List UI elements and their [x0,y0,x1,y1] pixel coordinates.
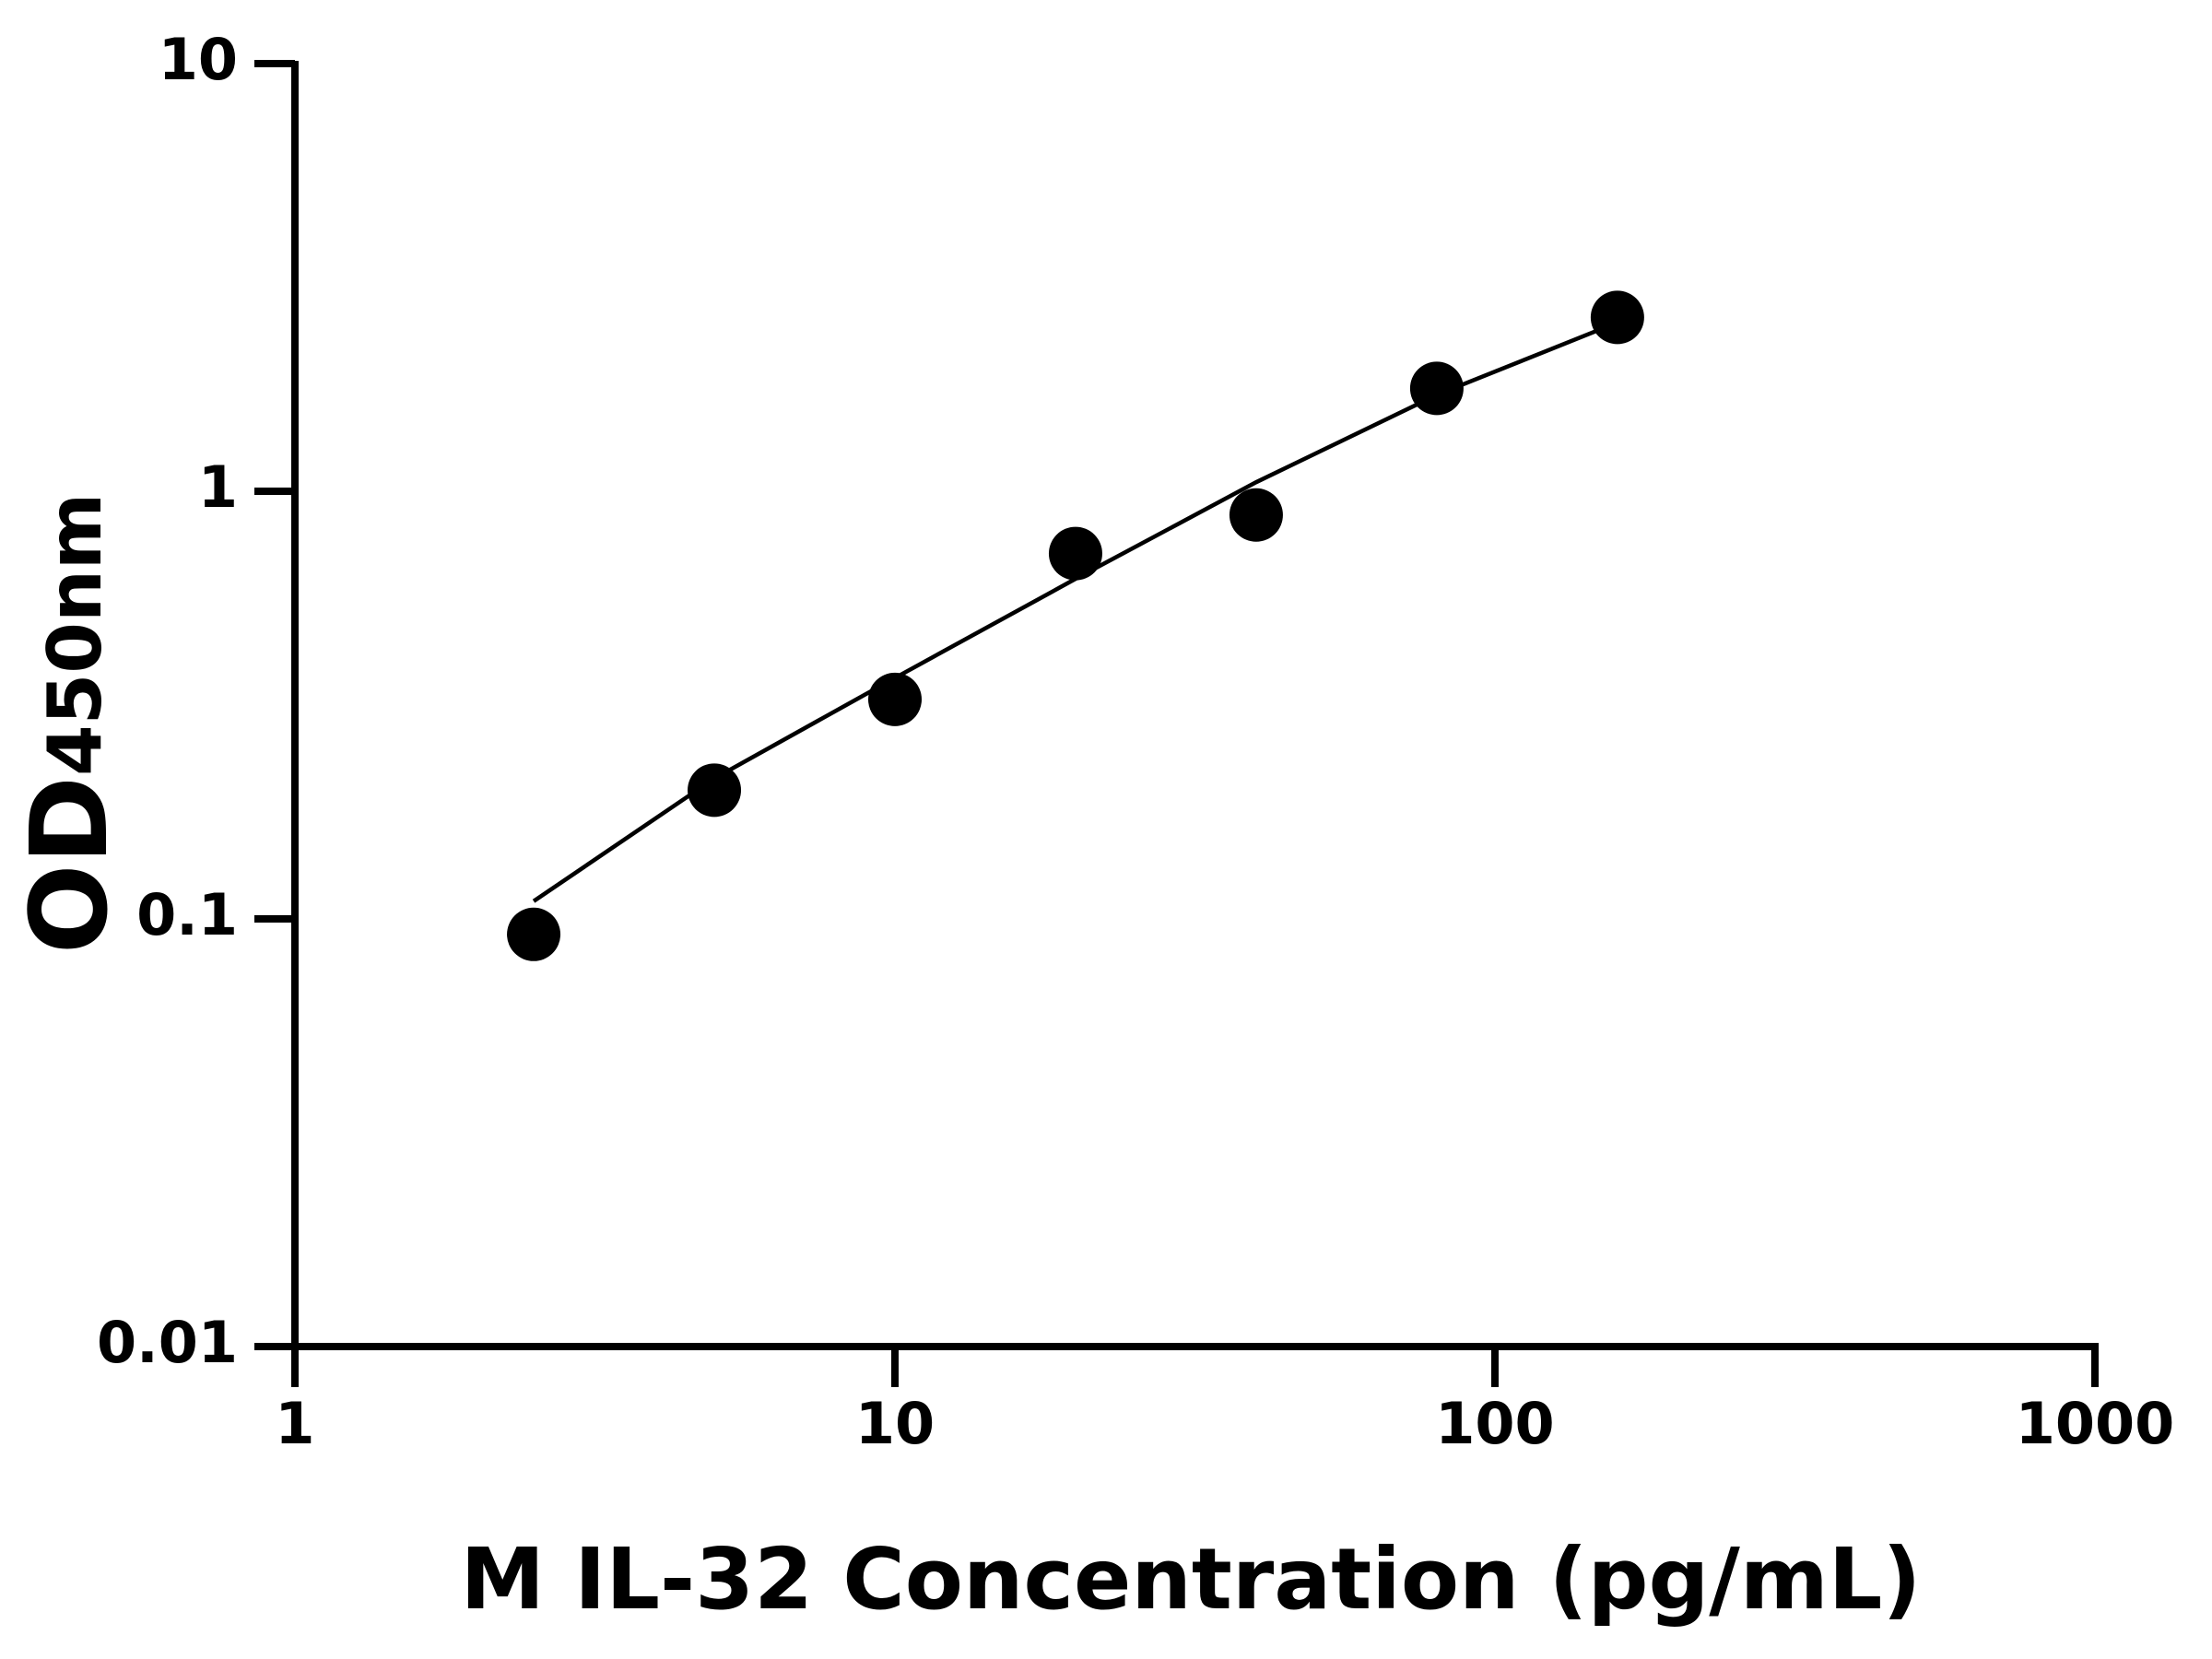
y-axis-title-main: OD [8,776,132,954]
x-tick-label: 1 [275,1390,314,1457]
x-tick-label: 10 [855,1390,935,1457]
fit-curve [532,320,1618,903]
x-tick-label: 100 [1435,1390,1554,1457]
data-point [1590,290,1644,345]
data-point [688,763,742,818]
y-tick-label: 10 [159,26,238,93]
data-point [868,672,922,726]
x-axis-title: M IL-32 Concentration (pg/mL) [461,1530,1922,1629]
y-axis-title: OD450nm [8,493,132,955]
data-point [1409,361,1464,416]
y-tick-label: 0.01 [97,1309,238,1376]
x-tick-label: 1000 [2016,1390,2175,1457]
y-axis-title-sub: 450nm [32,493,118,776]
y-tick-label: 1 [198,453,238,521]
y-tick-label: 0.1 [136,881,238,948]
data-point [507,907,561,961]
data-point [1229,488,1283,542]
data-point [1048,526,1102,581]
